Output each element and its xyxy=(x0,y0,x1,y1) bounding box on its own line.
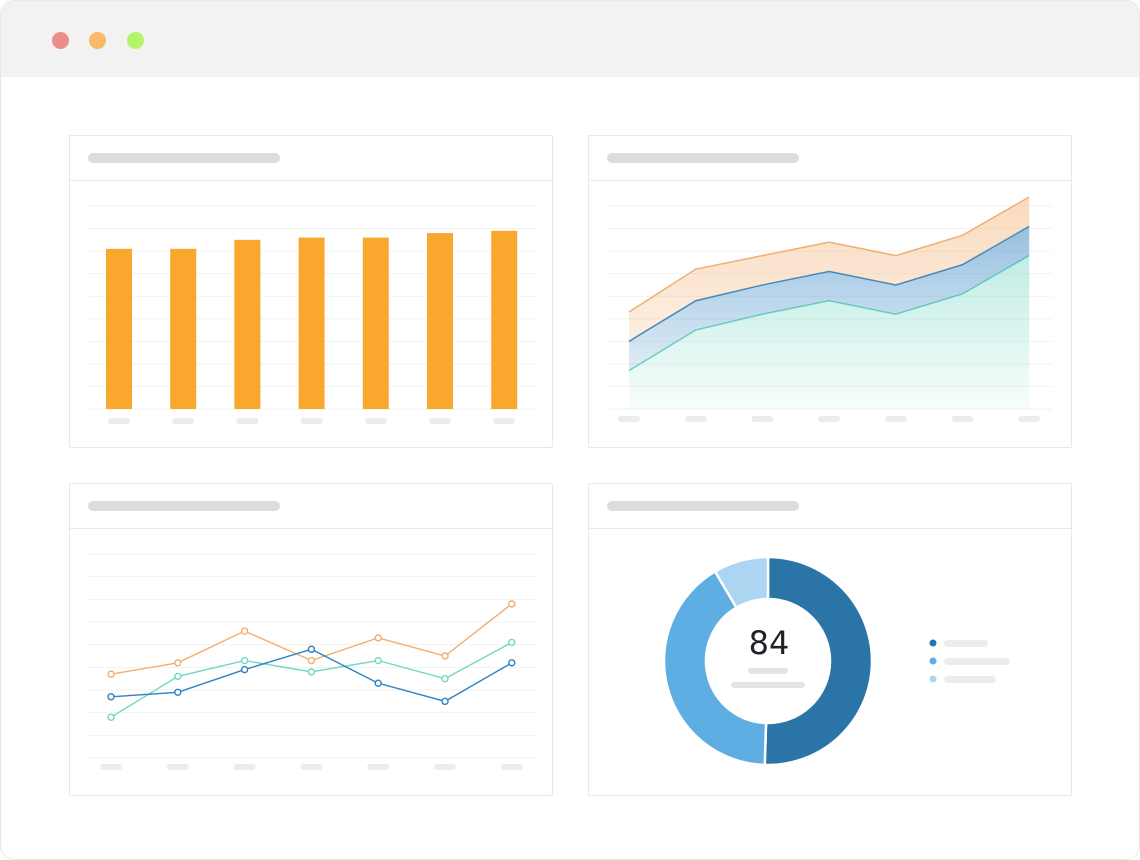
card-header xyxy=(589,136,1071,181)
line-chart-card xyxy=(69,483,553,796)
point-orange xyxy=(240,627,249,635)
x-tick-label-placeholder xyxy=(236,418,259,424)
title-placeholder xyxy=(607,153,799,163)
x-tick-label-placeholder xyxy=(884,416,907,422)
center-label-placeholder xyxy=(748,668,788,674)
point-blue xyxy=(240,665,249,674)
bar xyxy=(234,239,261,409)
point-teal xyxy=(240,656,249,665)
bar xyxy=(362,237,389,409)
x-tick-label-placeholder xyxy=(951,416,974,422)
line-teal xyxy=(110,641,513,718)
donut-chart-card: 84 xyxy=(588,483,1072,796)
x-tick-label-placeholder xyxy=(300,764,323,770)
line-chart xyxy=(89,553,537,770)
x-tick-label-placeholder xyxy=(618,416,640,422)
close-button[interactable] xyxy=(52,32,69,49)
point-orange xyxy=(374,634,382,642)
legend-label-placeholder xyxy=(944,676,996,683)
point-blue xyxy=(174,688,182,696)
area-blue xyxy=(629,226,1030,371)
bar xyxy=(106,248,132,409)
bar-chart xyxy=(89,205,537,424)
maximize-button[interactable] xyxy=(127,32,144,49)
minimize-button[interactable] xyxy=(89,32,106,49)
donut-chart xyxy=(662,555,1010,767)
x-tick-label-placeholder xyxy=(100,764,122,770)
point-orange xyxy=(441,652,449,660)
x-tick-label-placeholder xyxy=(172,418,195,424)
x-tick-label-placeholder xyxy=(166,764,189,770)
bar xyxy=(491,230,518,409)
x-tick-label-placeholder xyxy=(493,418,516,424)
x-tick-label-placeholder xyxy=(1018,416,1041,422)
title-placeholder xyxy=(88,501,280,511)
donut-slice-mid xyxy=(662,569,768,767)
x-tick-label-placeholder xyxy=(108,418,130,424)
legend-dot-dark xyxy=(929,639,937,647)
point-blue xyxy=(307,645,316,653)
point-blue xyxy=(107,693,115,701)
area-orange xyxy=(629,196,1030,342)
legend-dot-light xyxy=(929,675,937,683)
legend-label-placeholder xyxy=(944,640,988,647)
x-tick-label-placeholder xyxy=(751,416,774,422)
center-sublabel-placeholder xyxy=(731,682,805,688)
point-teal xyxy=(374,656,382,665)
point-teal xyxy=(307,668,316,676)
point-teal xyxy=(508,638,516,647)
x-tick-label-placeholder xyxy=(233,764,256,770)
donut-slice-light xyxy=(713,555,770,610)
x-tick-label-placeholder xyxy=(300,418,323,424)
point-blue xyxy=(508,659,516,667)
area-teal xyxy=(629,255,1030,409)
x-tick-label-placeholder xyxy=(684,416,707,422)
point-teal xyxy=(441,674,449,683)
title-placeholder xyxy=(607,501,799,511)
point-blue xyxy=(441,697,449,706)
title-bar xyxy=(1,1,1139,77)
bar xyxy=(170,248,197,409)
x-tick-label-placeholder xyxy=(434,764,456,770)
legend-dot-mid xyxy=(929,657,937,665)
bar xyxy=(427,233,453,409)
point-orange xyxy=(508,600,516,608)
bar-chart-card xyxy=(69,135,553,448)
point-orange xyxy=(307,656,316,665)
legend-label-placeholder xyxy=(944,658,1010,665)
donut-slice-dark xyxy=(763,555,874,767)
x-tick-label-placeholder xyxy=(500,764,523,770)
donut-center-value: 84 xyxy=(748,624,790,662)
title-placeholder xyxy=(88,153,280,163)
point-orange xyxy=(174,659,182,667)
point-teal xyxy=(107,713,115,721)
area-chart-card xyxy=(588,135,1072,448)
bar xyxy=(298,237,325,409)
point-orange xyxy=(107,670,115,678)
area-chart xyxy=(607,196,1052,422)
x-tick-label-placeholder xyxy=(364,418,387,424)
card-header xyxy=(70,484,552,529)
card-header xyxy=(70,136,552,181)
point-teal xyxy=(174,672,182,681)
point-blue xyxy=(374,679,382,687)
x-tick-label-placeholder xyxy=(818,416,841,422)
x-tick-label-placeholder xyxy=(367,764,390,770)
line-orange xyxy=(628,196,1030,313)
x-tick-label-placeholder xyxy=(429,418,451,424)
card-header xyxy=(589,484,1071,529)
